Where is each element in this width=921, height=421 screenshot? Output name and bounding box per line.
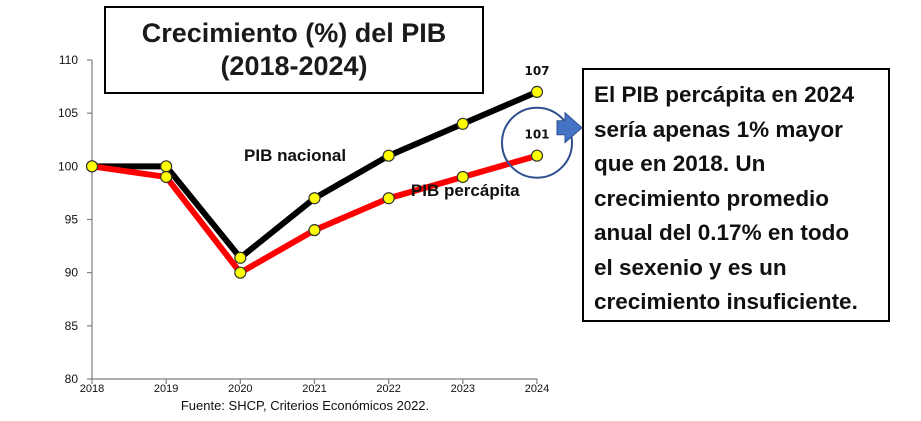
highlight-circle — [501, 106, 573, 179]
series-label: PIB nacional — [244, 146, 346, 165]
annotation-line: que en 2018. Un — [594, 151, 766, 176]
chart-extras — [501, 106, 583, 179]
data-point — [160, 160, 173, 173]
data-point — [382, 192, 395, 205]
x-tick-label: 2024 — [525, 383, 549, 395]
data-point — [456, 117, 469, 130]
x-tick-label: 2022 — [376, 383, 400, 395]
data-point — [160, 170, 173, 184]
data-point — [234, 251, 247, 264]
data-point — [530, 149, 544, 162]
data-point — [530, 85, 544, 99]
x-tick-label: 2023 — [451, 383, 475, 395]
data-label: 107 — [524, 64, 549, 78]
chart-subtitle: (2018-2024) — [220, 51, 368, 81]
data-point — [85, 160, 99, 173]
series-label: PIB percápita — [411, 181, 520, 200]
annotation-line: anual del 0.17% en todo — [594, 220, 850, 245]
y-tick-label: 100 — [58, 159, 78, 173]
y-tick-label: 110 — [59, 53, 78, 67]
annotation-line: el sexenio y es un — [594, 254, 787, 280]
chart-axes: 80 85 90 95 100 105 110 2018 2019 2020 2021 2022 202… — [58, 53, 549, 395]
series-line — [89, 152, 540, 276]
x-tick-label: 2018 — [80, 383, 104, 395]
y-tick-label: 85 — [65, 319, 79, 333]
x-tick-label: 2019 — [154, 383, 178, 395]
y-tick-label: 105 — [58, 106, 78, 120]
data-point — [456, 170, 469, 184]
chart-labels: PIB nacional PIB percápita 107 101 — [244, 64, 549, 200]
chart-title-box: Crecimiento (%) del PIB (2018-2024) — [104, 6, 484, 94]
data-label: 101 — [524, 128, 549, 142]
annotation-line: sería apenas 1% mayor — [594, 116, 843, 142]
data-point — [382, 149, 395, 162]
annotation-box: El PIB percápita en 2024 sería apenas 1%… — [582, 68, 890, 322]
annotation-line: crecimiento insuficiente. — [594, 289, 858, 314]
data-point — [234, 266, 247, 279]
callout-arrow-icon — [556, 111, 583, 144]
data-point — [308, 224, 321, 237]
chart-title: Crecimiento (%) del PIB — [141, 18, 447, 49]
x-tick-label: 2020 — [228, 383, 252, 395]
annotation-line: crecimiento promedio — [594, 185, 830, 211]
x-tick-label: 2021 — [302, 383, 326, 395]
source-note: Fuente: SHCP, Criterios Económicos 2022. — [180, 398, 430, 413]
annotation-line: El PIB percápita en 2024 — [594, 82, 855, 107]
y-tick-label: 80 — [65, 372, 79, 386]
y-tick-label: 95 — [65, 213, 79, 227]
chart-markers — [85, 85, 544, 279]
data-point — [308, 192, 321, 205]
y-tick-label: 90 — [65, 266, 79, 280]
